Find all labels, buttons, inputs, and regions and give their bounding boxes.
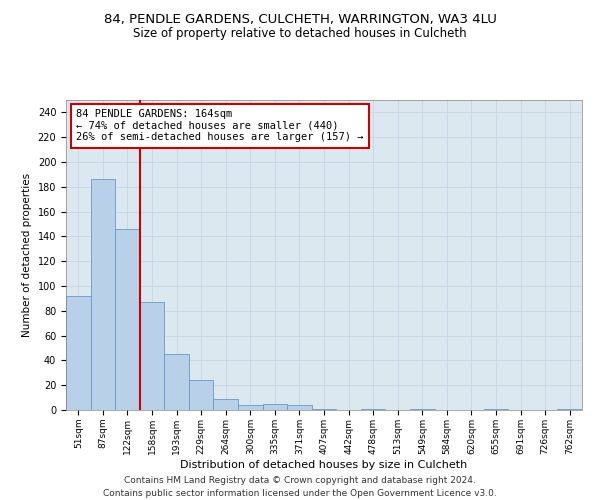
Bar [557,409,582,410]
Bar [410,409,434,410]
Bar [263,404,287,410]
Bar [361,409,385,410]
Bar [140,302,164,410]
Text: Size of property relative to detached houses in Culcheth: Size of property relative to detached ho… [133,28,467,40]
Bar [91,180,115,410]
Y-axis label: Number of detached properties: Number of detached properties [22,173,32,337]
Text: 84 PENDLE GARDENS: 164sqm
← 74% of detached houses are smaller (440)
26% of semi: 84 PENDLE GARDENS: 164sqm ← 74% of detac… [76,110,364,142]
Bar [189,380,214,410]
X-axis label: Distribution of detached houses by size in Culcheth: Distribution of detached houses by size … [181,460,467,469]
Bar [484,409,508,410]
Text: 84, PENDLE GARDENS, CULCHETH, WARRINGTON, WA3 4LU: 84, PENDLE GARDENS, CULCHETH, WARRINGTON… [104,12,496,26]
Bar [312,409,336,410]
Bar [287,405,312,410]
Bar [66,296,91,410]
Bar [115,229,140,410]
Bar [164,354,189,410]
Bar [214,399,238,410]
Text: Contains HM Land Registry data © Crown copyright and database right 2024.
Contai: Contains HM Land Registry data © Crown c… [103,476,497,498]
Bar [238,405,263,410]
